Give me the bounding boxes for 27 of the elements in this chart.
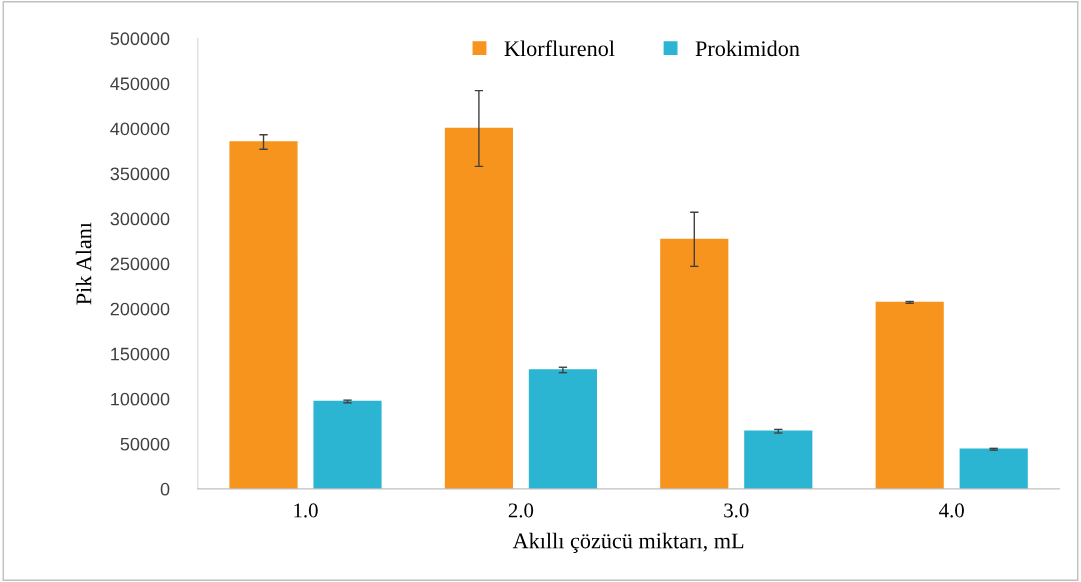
y-tick-label: 450000 [110, 77, 170, 91]
y-tick-label: 0 [160, 482, 170, 496]
y-tick-label: 350000 [110, 167, 170, 181]
legend-label: Klorflurenol [504, 40, 615, 57]
bar [313, 400, 382, 489]
x-tick-label: 4.0 [939, 503, 964, 518]
y-tick-label: 500000 [110, 32, 170, 46]
y-tick-label: 400000 [110, 122, 170, 136]
bar [528, 369, 597, 489]
x-tick-label: 3.0 [724, 503, 749, 518]
y-tick-label: 300000 [110, 212, 170, 226]
bar [229, 141, 298, 489]
bar [744, 430, 813, 489]
y-tick-label: 50000 [120, 437, 170, 451]
bar [875, 301, 944, 489]
bar [444, 127, 513, 489]
y-tick-label: 200000 [110, 302, 170, 316]
bar [660, 238, 729, 489]
x-tick-label: 1.0 [294, 503, 318, 518]
y-axis-title: Pik Alanı [75, 222, 92, 305]
y-tick-label: 250000 [110, 257, 170, 271]
y-tick-label: 100000 [111, 392, 170, 406]
legend-label: Prokimidon [695, 40, 800, 57]
y-tick-label: 150000 [111, 347, 170, 361]
x-tick-label: 2.0 [508, 503, 534, 518]
bar [959, 448, 1028, 489]
x-axis-title: Akıllı çözücü miktarı, mL [512, 532, 744, 553]
